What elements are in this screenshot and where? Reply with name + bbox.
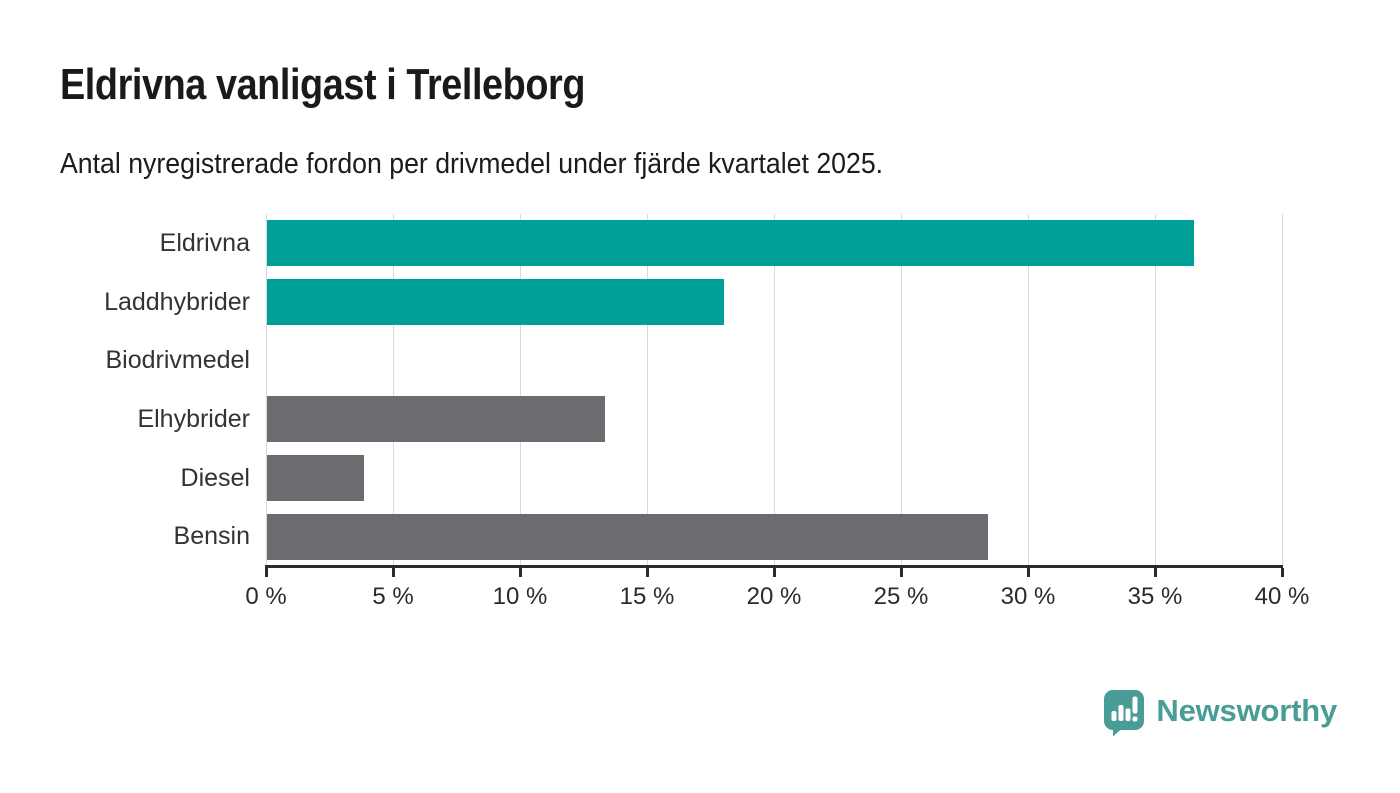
chart-subtitle: Antal nyregistrerade fordon per drivmede… — [60, 148, 884, 180]
x-tick-label: 20 % — [746, 583, 802, 610]
bar-diesel — [267, 455, 364, 501]
x-axis-tick — [1280, 568, 1284, 577]
newsworthy-wordmark: Newsworthy — [1156, 693, 1337, 728]
bar-bensin — [267, 513, 989, 560]
x-axis-tick — [899, 568, 903, 577]
y-axis-labels: Eldrivna Laddhybrider Biodrivmedel Elhybrid… — [0, 214, 250, 566]
category-label: Biodrivmedel — [105, 346, 250, 375]
gridline — [392, 214, 394, 565]
x-tick-label: 10 % — [492, 583, 548, 610]
x-tick-label: 35 % — [1127, 583, 1183, 610]
x-axis-tick — [1026, 568, 1030, 577]
bar-laddhybrider — [267, 279, 725, 325]
plot-area — [265, 214, 1283, 566]
x-tick-label: 15 % — [619, 583, 675, 610]
x-tick-label: 5 % — [372, 583, 414, 610]
x-tick-label: 30 % — [1000, 583, 1056, 610]
chart-title: Eldrivna vanligast i Trelleborg — [60, 60, 586, 109]
gridline — [900, 214, 902, 565]
category-label: Eldrivna — [159, 229, 250, 257]
bar-elhybrider — [267, 396, 605, 443]
gridline — [1154, 214, 1156, 565]
gridline — [1281, 214, 1283, 565]
gridline — [1027, 214, 1029, 565]
newsworthy-logo: Newsworthy — [1104, 690, 1337, 737]
bar-eldrivna — [267, 220, 1195, 267]
x-axis-tick — [772, 568, 776, 577]
category-label: Laddhybrider — [104, 287, 250, 316]
x-axis-tick — [391, 568, 395, 577]
gridline — [646, 214, 648, 565]
gridline — [773, 214, 775, 565]
x-tick-label: 25 % — [873, 583, 929, 610]
x-axis-tick — [645, 568, 649, 577]
category-label: Diesel — [180, 463, 250, 492]
x-axis-tick — [1153, 568, 1157, 577]
x-axis-tick — [518, 568, 522, 577]
x-axis-tick — [264, 568, 268, 577]
x-tick-label: 0 % — [245, 583, 287, 610]
newsworthy-icon — [1104, 690, 1145, 737]
gridline — [519, 214, 521, 565]
category-label: Bensin — [173, 522, 250, 551]
category-label: Elhybrider — [137, 405, 250, 433]
x-tick-label: 40 % — [1254, 583, 1310, 610]
gridline — [265, 214, 267, 565]
